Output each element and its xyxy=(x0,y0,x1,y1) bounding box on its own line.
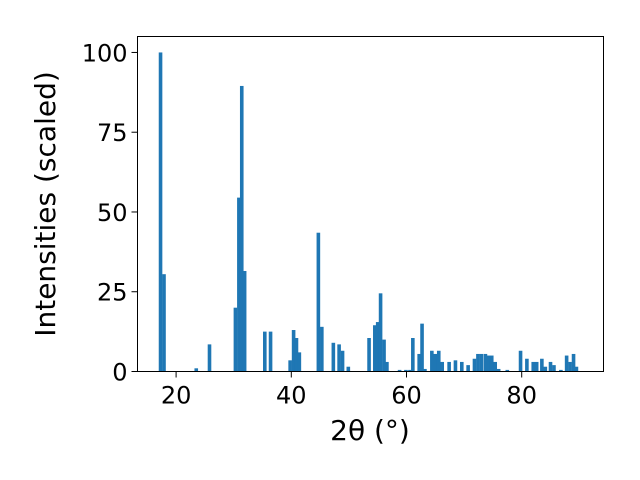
bar xyxy=(534,361,539,372)
bar xyxy=(571,353,576,372)
x-tick-label: 80 xyxy=(506,382,537,410)
bar xyxy=(263,331,267,372)
bar xyxy=(340,350,345,372)
bar xyxy=(194,368,199,372)
bar xyxy=(493,361,498,372)
bar xyxy=(564,355,569,372)
bar xyxy=(346,366,351,372)
x-axis-label: 2θ (°) xyxy=(330,414,410,447)
bar xyxy=(453,360,458,372)
bar xyxy=(385,361,389,372)
bar xyxy=(543,366,548,372)
x-tick-label: 20 xyxy=(161,382,192,410)
bar xyxy=(207,344,212,372)
bar xyxy=(233,307,238,372)
bar xyxy=(408,369,412,372)
bar xyxy=(237,197,241,372)
bar xyxy=(268,331,273,372)
x-ticks: 20 40 60 80 xyxy=(161,371,537,410)
bar xyxy=(242,271,247,372)
bar xyxy=(430,350,434,372)
bar xyxy=(559,369,563,372)
bar xyxy=(486,355,491,372)
bar xyxy=(297,352,302,372)
bar xyxy=(158,52,163,372)
y-ticks: 0 25 50 75 100 xyxy=(82,39,138,387)
bar xyxy=(574,366,579,372)
bar xyxy=(320,326,324,372)
bar xyxy=(466,365,470,372)
bar xyxy=(378,293,383,372)
bar xyxy=(476,353,480,372)
bars-group xyxy=(158,52,579,372)
bar xyxy=(540,358,544,372)
bar xyxy=(294,338,299,372)
bar xyxy=(404,369,408,372)
bar xyxy=(373,325,377,372)
bar xyxy=(483,353,488,372)
bar xyxy=(505,369,510,372)
y-tick-label: 25 xyxy=(97,279,128,307)
bar xyxy=(568,361,572,372)
bar xyxy=(239,85,244,372)
plot-frame xyxy=(137,36,604,372)
bar xyxy=(397,369,402,372)
y-tick-label: 100 xyxy=(82,39,128,67)
bar xyxy=(375,322,380,372)
bar xyxy=(447,361,451,372)
bar xyxy=(382,339,386,372)
bar xyxy=(337,344,341,372)
bar xyxy=(433,353,438,372)
bar xyxy=(316,232,321,372)
bar xyxy=(552,365,556,372)
bar xyxy=(496,368,501,372)
bar xyxy=(417,353,421,372)
bar xyxy=(367,338,371,372)
bar xyxy=(518,350,523,372)
x-tick-label: 60 xyxy=(391,382,422,410)
y-axis-label: Intensities (scaled) xyxy=(29,71,62,337)
bar xyxy=(162,274,166,372)
bar xyxy=(288,360,292,372)
bar xyxy=(531,361,536,372)
x-tick-label: 40 xyxy=(276,382,307,410)
bar xyxy=(489,355,494,372)
bar xyxy=(436,350,441,372)
bar xyxy=(420,323,424,372)
bar xyxy=(472,358,477,372)
bar xyxy=(525,358,529,372)
bar xyxy=(291,330,296,372)
bar xyxy=(460,361,464,372)
y-tick-label: 50 xyxy=(97,199,128,227)
bar xyxy=(331,342,336,372)
bar xyxy=(423,368,427,372)
bar xyxy=(411,338,415,372)
bar xyxy=(548,361,553,372)
bar xyxy=(440,361,445,372)
bar xyxy=(479,353,484,372)
y-tick-label: 75 xyxy=(97,119,128,147)
y-tick-label: 0 xyxy=(112,359,127,387)
